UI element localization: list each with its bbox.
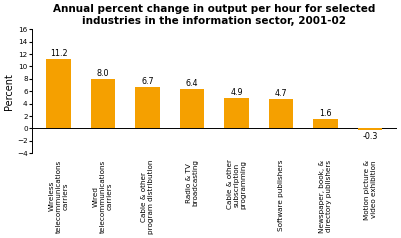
Text: 6.7: 6.7 (141, 77, 154, 86)
Bar (269, 99, 294, 129)
Bar (180, 89, 205, 129)
Text: 6.4: 6.4 (186, 79, 198, 88)
Text: 4.7: 4.7 (275, 89, 288, 98)
Bar (136, 87, 160, 129)
Bar (47, 59, 71, 129)
Text: 1.6: 1.6 (319, 109, 332, 118)
Bar (225, 98, 249, 129)
Text: 8.0: 8.0 (97, 69, 109, 78)
Bar (313, 119, 338, 129)
Title: Annual percent change in output per hour for selected
industries in the informat: Annual percent change in output per hour… (53, 4, 375, 26)
Y-axis label: Percent: Percent (4, 73, 14, 110)
Bar (358, 129, 383, 130)
Text: 11.2: 11.2 (50, 49, 67, 58)
Text: 4.9: 4.9 (230, 88, 243, 97)
Bar (91, 79, 115, 129)
Text: -0.3: -0.3 (363, 132, 378, 140)
